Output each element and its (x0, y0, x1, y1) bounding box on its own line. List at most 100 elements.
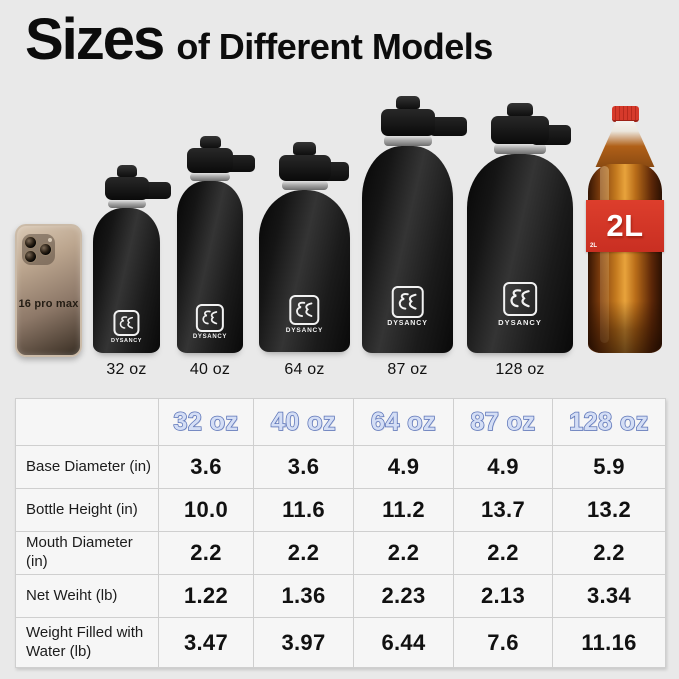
table-value-cell: 7.6 (453, 617, 553, 668)
table-row: Bottle Height (in) 10.0 11.6 11.2 13.7 13.2 (15, 488, 666, 532)
camera-lens-icon (39, 243, 52, 256)
page-title-sub: of Different Models (176, 26, 493, 67)
bottle-body (259, 190, 350, 352)
table-row: Base Diameter (in) 3.6 3.6 4.9 4.9 5.9 (15, 445, 666, 489)
cola-body (588, 164, 662, 353)
table-row-label: Net Weiht (lb) (15, 574, 159, 618)
table-value-cell: 2.2 (253, 531, 354, 575)
bottle-handle-icon (429, 117, 467, 136)
bottle-body (93, 208, 160, 353)
bottle-size-tag-40oz: 40 oz (189, 361, 231, 378)
camera-flash-icon (48, 238, 52, 242)
table-value-cell: 6.44 (353, 617, 454, 668)
table-value-cell: 3.34 (552, 574, 666, 618)
phone-camera-icon (22, 234, 55, 265)
bottle-size-tag-128oz: 128 oz (495, 361, 545, 378)
table-value-cell: 5.9 (552, 445, 666, 489)
brand-logo-icon (196, 304, 224, 332)
brand-name: DYSANCY (110, 338, 143, 344)
table-value-cell: 13.2 (552, 488, 666, 532)
table-value-cell: 3.97 (253, 617, 354, 668)
table-row-label: Mouth Diameter (in) (15, 531, 159, 575)
brand-name: DYSANCY (498, 318, 542, 327)
camera-lens-icon (24, 236, 37, 249)
cola-2l-text: 2L (606, 208, 644, 243)
brand-logo: DYSANCY (111, 310, 142, 344)
table-col-header: 40 oz (253, 398, 354, 446)
table-row-label: Base Diameter (in) (15, 445, 159, 489)
bottle-body (177, 181, 243, 353)
table-value-cell: 4.9 (453, 445, 553, 489)
bottle-size-tag-32oz: 32 oz (106, 361, 147, 378)
bottle-steel-rim (383, 136, 432, 146)
bottle-steel-rim (190, 173, 230, 181)
brand-logo: DYSANCY (286, 295, 323, 334)
table-value-cell: 3.6 (253, 445, 354, 489)
brand-logo-icon (289, 295, 320, 325)
bottle-40oz: DYSANCY (177, 136, 255, 353)
table-value-cell: 10.0 (158, 488, 254, 532)
bottle-spout-icon (199, 136, 221, 148)
brand-logo: DYSANCY (387, 286, 428, 327)
bottle-steel-rim (281, 181, 328, 190)
bottle-spout-icon (507, 103, 533, 116)
table-corner-cell (15, 398, 159, 446)
cola-2l-bottle: 2L 2L (586, 106, 664, 353)
bottle-body (362, 146, 453, 353)
bottle-body (467, 154, 573, 353)
bottle-steel-rim (494, 144, 546, 154)
table-value-cell: 2.13 (453, 574, 553, 618)
bottle-spout-icon (395, 96, 420, 109)
table-value-cell: 2.2 (158, 531, 254, 575)
table-value-cell: 2.2 (552, 531, 666, 575)
table-row: Net Weiht (lb) 1.22 1.36 2.23 2.13 3.34 (15, 574, 666, 618)
bottle-handle-icon (141, 182, 171, 199)
table-value-cell: 13.7 (453, 488, 553, 532)
bottle-32oz: DYSANCY (93, 165, 171, 353)
camera-lens-icon (24, 250, 37, 263)
brand-name: DYSANCY (285, 327, 324, 334)
brand-logo: DYSANCY (193, 304, 227, 340)
bottle-cap-icon (104, 177, 149, 200)
table-col-header: 32 oz (158, 398, 254, 446)
phone-label: 16 pro max (18, 298, 79, 310)
brand-logo: DYSANCY (498, 282, 542, 327)
table-col-header: 87 oz (453, 398, 553, 446)
bottle-cap-icon (491, 116, 549, 144)
brand-logo-icon (391, 286, 424, 318)
table-value-cell: 1.36 (253, 574, 354, 618)
table-row-label: Bottle Height (in) (15, 488, 159, 532)
page-title: Sizes of Different Models (25, 6, 493, 73)
bottle-spout-icon (116, 165, 137, 177)
bottle-size-tag-87oz: 87 oz (387, 361, 428, 378)
phone-16-pro-max: 16 pro max (15, 224, 82, 357)
bottle-128oz: DYSANCY (467, 103, 573, 353)
table-value-cell: 2.2 (453, 531, 553, 575)
cola-cap-icon (611, 106, 639, 122)
bottle-87oz: DYSANCY (362, 96, 467, 353)
table-value-cell: 11.2 (353, 488, 454, 532)
bottle-cap-icon (380, 109, 435, 136)
page-title-main: Sizes (25, 7, 165, 72)
bottle-cap-icon (187, 148, 233, 173)
brand-logo-icon (113, 310, 140, 336)
bottle-cap-icon (278, 155, 331, 181)
cola-label: 2L 2L (586, 200, 664, 252)
table-value-cell: 1.22 (158, 574, 254, 618)
table-row: Weight Filled with Water (lb) 3.47 3.97 6.4… (15, 617, 666, 668)
spec-table: 32 oz 40 oz 64 oz 87 oz 128 oz Base Diameter … (15, 398, 666, 668)
table-value-cell: 4.9 (353, 445, 454, 489)
brand-name: DYSANCY (387, 320, 428, 327)
cola-neck (595, 121, 655, 167)
table-value-cell: 3.47 (158, 617, 254, 668)
bottle-64oz: DYSANCY (259, 142, 350, 352)
table-value-cell: 11.6 (253, 488, 354, 532)
table-value-cell: 2.2 (353, 531, 454, 575)
table-row-label: Weight Filled with Water (lb) (15, 617, 159, 668)
bottle-size-tag-64oz: 64 oz (284, 361, 325, 378)
brand-logo-icon (503, 282, 537, 316)
table-row: Mouth Diameter (in) 2.2 2.2 2.2 2.2 2.2 (15, 531, 666, 575)
bottle-steel-rim (107, 200, 146, 208)
table-col-header: 128 oz (552, 398, 666, 446)
